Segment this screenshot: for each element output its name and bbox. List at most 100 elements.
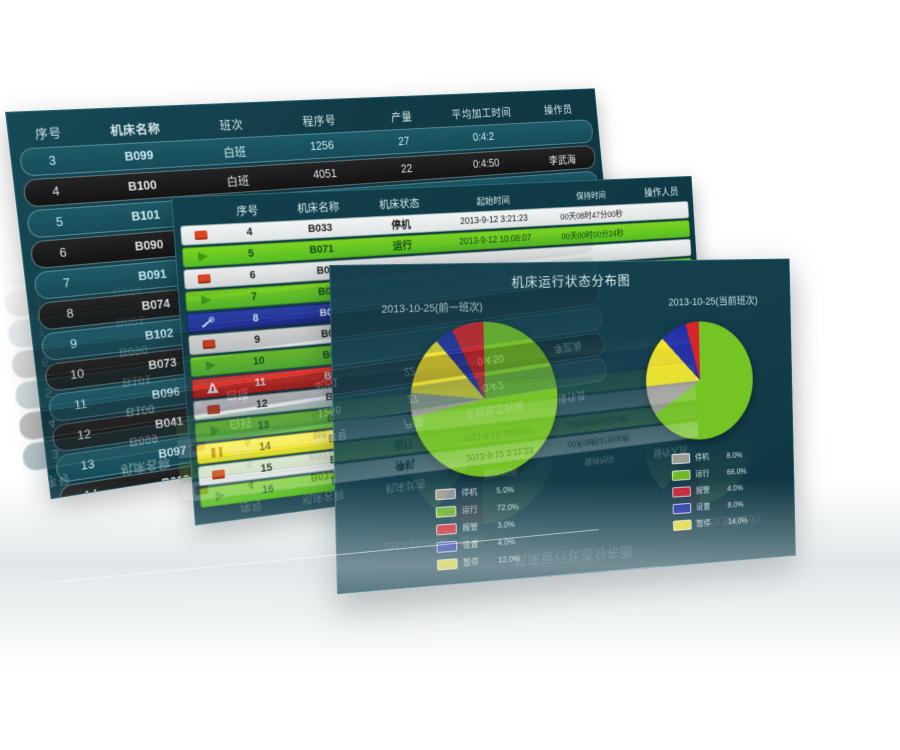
legend-item: 设置 8.0% [672,499,748,515]
row-seq: 12 [76,427,92,443]
tool-icon [201,316,215,328]
row-seq: 16 [261,483,275,497]
legend-swatch [672,519,692,532]
status-distribution-chart-panel: 机床运行状态分布图 2013-10-25(前一班次) 2013-10-25(当前… [329,258,797,595]
row-seq: 4 [51,184,61,199]
status-icon-cell [196,424,235,438]
legend-label: 报警 [462,521,479,533]
status-icon-cell [197,445,236,459]
row-program: 1256 [309,138,335,153]
row-seq: 5 [55,215,64,230]
row-seq: 10 [69,366,85,383]
status-icon-cell [188,315,227,329]
row-seq: 12 [255,397,269,411]
row-seq: 9 [69,336,78,352]
row-operator [638,247,690,250]
row-seq: 4 [246,226,253,239]
play-icon [200,294,212,306]
legend-value: 12.0% [497,553,521,565]
row-operator [637,229,689,232]
status-icon-cell [181,229,220,240]
legend-item: 暂停 14.0% [672,515,748,532]
row-seq: 7 [250,290,258,303]
row-seq: 9 [253,333,261,346]
legend-item: 运行 72.0% [435,501,519,518]
legend-value: 8.0% [726,450,743,461]
row-shift: 白班 [222,144,247,160]
legend-value: 66.0% [726,466,747,477]
row-seq: 7 [62,276,71,291]
legend-swatch [436,540,458,554]
stop-icon [197,273,211,284]
row-seq: 5 [247,247,255,260]
row-operator: 李武海 [548,153,577,167]
legend-value: 14.0% [727,515,748,527]
warning-icon [205,381,219,394]
legend-label: 设置 [462,539,479,551]
row-machine: B071 [309,243,335,257]
legend-value: 3.0% [497,519,516,531]
row-seq: 6 [249,269,256,282]
col-seq: 序号 [235,205,259,219]
legend-item: 报警 3.0% [436,519,519,536]
col-shift: 班次 [218,117,244,133]
play-icon [197,251,208,262]
col-avgtime: 平均加工时间 [450,105,512,121]
right-chart-subtitle: 2013-10-25(当前班次) [668,295,758,309]
play-icon [205,360,216,371]
stop-icon [211,468,226,480]
legend-label: 停机 [461,487,478,498]
legend-label: 停机 [694,452,710,463]
row-seq: 11 [73,396,88,413]
legend-item: 运行 66.0% [671,466,747,482]
col-seq: 序号 [34,126,63,142]
status-icon-cell [199,467,238,480]
legend-label: 运行 [695,468,710,479]
legend-label: 运行 [461,504,478,516]
row-seq: 3 [48,153,57,168]
col-machine: 机床名称 [109,121,161,138]
row-seq: 13 [79,457,96,473]
legend-label: 暂停 [696,518,711,529]
stop-icon [202,338,216,349]
legend-swatch [436,558,458,571]
legend-value: 72.0% [496,501,519,513]
status-icon-cell [191,359,230,372]
status-icon-cell [185,273,224,284]
row-avgtime: 0:4:2 [472,130,495,144]
legend-item: 停机 8.0% [671,450,746,465]
status-icon-cell [201,488,240,503]
legend-swatch [672,486,691,498]
row-seq: 8 [65,306,75,321]
row-avgtime: 0:4:50 [472,156,501,171]
legend-label: 报警 [695,485,711,496]
legend-swatch [435,505,457,518]
legend-current-shift: 停机 8.0% 运行 66.0% 报警 4.0% 设置 8.0% 暂停 14.0% [671,450,748,538]
row-machine: B033 [307,222,333,235]
col-duration: 保持时间 [575,190,607,202]
row-seq: 14 [83,487,99,500]
play-icon [210,425,221,437]
row-machine: B100 [127,178,158,194]
row-seq: 11 [254,376,267,390]
row-machine: B081 [43,83,160,90]
floor-streak [120,606,680,651]
legend-label: 设置 [696,501,711,512]
pie-chart-current-shift [644,320,755,443]
status-icon-cell [189,338,228,350]
col-icon [179,212,218,214]
legend-swatch [436,523,457,536]
pause-icon [211,447,222,458]
row-duration: 00天08时47分00秒 [560,209,624,223]
legend-value: 4.0% [727,483,744,494]
row-state: 停机 [391,219,412,232]
chart-title: 机床运行状态分布图 [511,272,631,291]
status-icon-cell [193,380,232,394]
legend-swatch [435,488,457,501]
col-state: 机床状态 [378,198,420,212]
row-output: 27 [397,134,411,148]
row-operator [635,210,687,213]
row-state: 运行 [392,239,413,253]
status-icon-cell [183,251,222,263]
stop-icon [194,229,208,240]
